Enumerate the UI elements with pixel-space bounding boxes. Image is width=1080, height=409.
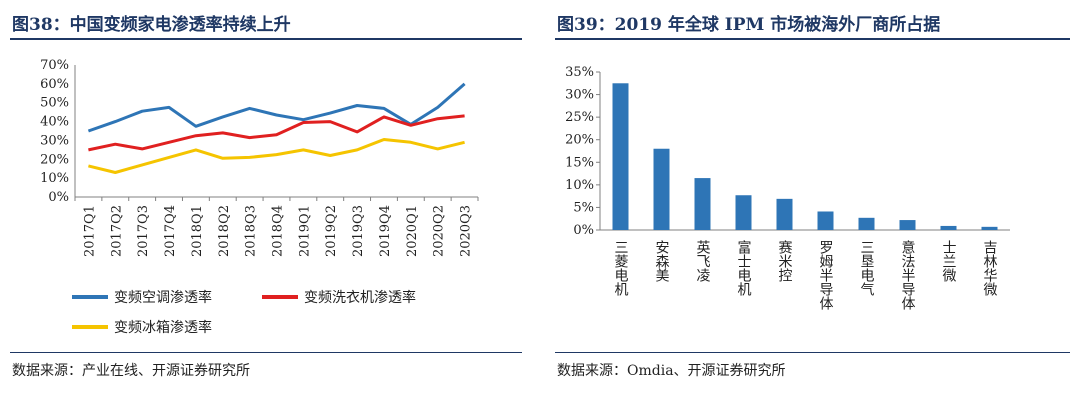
x-tick-label: 2017Q2 <box>109 205 124 257</box>
category-label: 吉林华微 <box>982 240 998 296</box>
figure-39-panel: 图39：2019 年全球 IPM 市场被海外厂商所占据 0% 5% 10% 15% 20… <box>545 0 1080 409</box>
x-tick-label: 2019Q3 <box>351 205 366 257</box>
y-tick-label: 5% <box>573 200 594 215</box>
bar <box>612 83 629 231</box>
x-tick-label: 2019Q4 <box>378 205 393 257</box>
y-tick-label: 50% <box>40 96 69 111</box>
x-tick-label: 2018Q2 <box>217 205 232 257</box>
legend-label: 变频冰箱渗透率 <box>114 319 212 336</box>
figure-38-panel: 图38：中国变频家电渗透率持续上升 0% 10% 20% 30% 40% 50% 60% 70… <box>0 0 530 409</box>
y-tick-label: 15% <box>565 155 594 170</box>
figure-39-title: 图39：2019 年全球 IPM 市场被海外厂商所占据 <box>557 15 941 35</box>
x-tick-label: 2018Q4 <box>271 205 286 257</box>
bar <box>653 148 670 230</box>
y-tick-label: 10% <box>565 178 594 193</box>
category-label: 三菱电机 <box>613 240 629 297</box>
bar <box>776 198 793 230</box>
category-label: 安森美 <box>654 240 670 282</box>
y-tick-label: 25% <box>565 110 594 125</box>
bar <box>735 195 752 230</box>
y-tick-label: 30% <box>565 88 594 103</box>
y-tick-label: 40% <box>40 115 69 130</box>
category-label: 富士电机 <box>736 239 752 297</box>
y-tick-label: 30% <box>40 133 69 148</box>
y-tick-label: 70% <box>40 58 69 73</box>
y-tick-label: 20% <box>40 152 69 167</box>
legend-label: 变频洗衣机渗透率 <box>304 289 416 306</box>
x-tick-label: 2020Q3 <box>459 205 474 257</box>
category-label: 赛米控 <box>777 240 793 282</box>
bar <box>899 220 916 230</box>
y-tick-label: 10% <box>40 171 69 186</box>
category-label: 意法半导体 <box>900 239 916 310</box>
series-line <box>88 114 465 152</box>
x-tick-label: 2019Q2 <box>324 205 339 257</box>
x-tick-label: 2018Q3 <box>244 205 259 257</box>
series-line <box>88 138 465 174</box>
y-tick-label: 35% <box>565 65 594 80</box>
x-tick-label: 2020Q1 <box>405 205 420 257</box>
y-tick-label: 0% <box>573 223 594 238</box>
figure-39-source: 数据来源：Omdia、开源证券研究所 <box>557 363 786 379</box>
x-tick-label: 2019Q1 <box>297 205 312 257</box>
x-tick-label: 2018Q1 <box>190 205 205 257</box>
figure-38-source: 数据来源：产业在线、开源证券研究所 <box>12 363 250 379</box>
y-tick-label: 0% <box>48 190 69 205</box>
figure-38-title: 图38：中国变频家电渗透率持续上升 <box>12 15 291 35</box>
bar <box>981 226 998 230</box>
title-divider <box>10 38 522 40</box>
footer-divider <box>555 352 1070 353</box>
title-divider <box>555 38 1070 40</box>
bar <box>858 217 875 230</box>
category-label: 士兰微 <box>941 240 957 282</box>
bar <box>817 211 834 230</box>
x-tick-label: 2020Q2 <box>432 205 447 257</box>
footer-divider <box>10 352 522 353</box>
y-tick-label: 60% <box>40 77 69 92</box>
bar <box>694 178 711 230</box>
category-label: 三垦电气 <box>859 240 875 296</box>
x-tick-label: 2017Q4 <box>163 205 178 257</box>
bar <box>940 225 957 230</box>
series-line <box>87 82 466 133</box>
x-tick-label: 2017Q1 <box>82 205 97 257</box>
category-label: 英飞凌 <box>695 239 711 282</box>
category-label: 罗姆半导体 <box>818 240 834 310</box>
bar-chart: 0% 5% 10% 15% 20% 25% 30% 35% 三菱电机 安森美 英飞凌 富士电机 赛米控 罗… <box>565 65 1010 310</box>
y-tick-label: 20% <box>565 133 594 148</box>
x-tick-label: 2017Q3 <box>136 205 151 257</box>
legend-label: 变频空调渗透率 <box>114 289 212 306</box>
line-chart: 0% 10% 20% 30% 40% 50% 60% 70% 2017Q1 2017Q2 2017Q… <box>40 58 479 336</box>
